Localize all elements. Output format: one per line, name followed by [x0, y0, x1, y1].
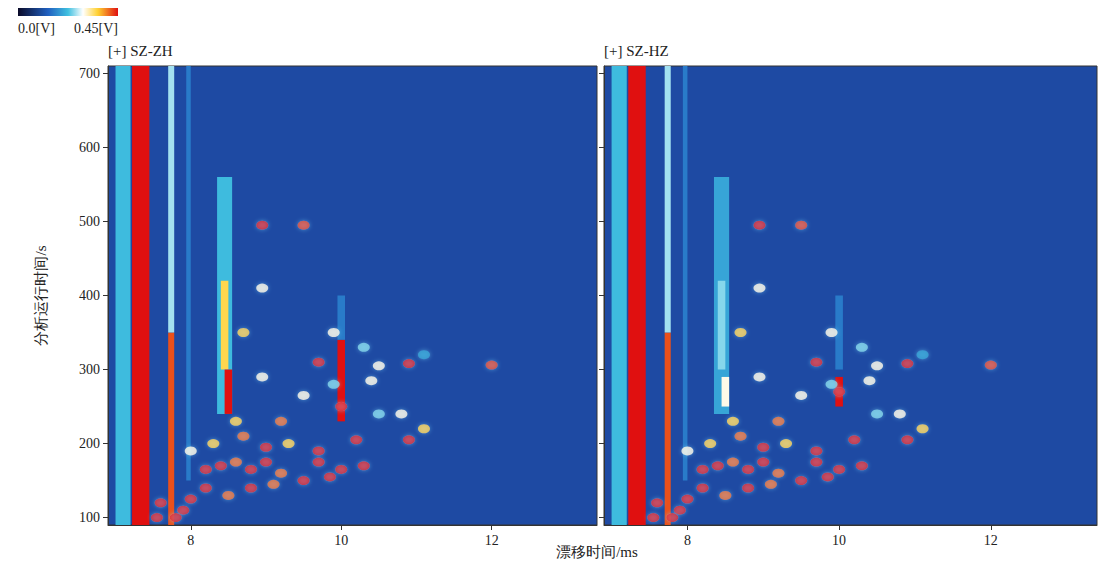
- svg-text:8: 8: [187, 533, 194, 548]
- svg-text:漂移时间/ms: 漂移时间/ms: [556, 544, 638, 560]
- svg-text:200: 200: [79, 436, 100, 451]
- svg-text:500: 500: [79, 214, 100, 229]
- svg-text:12: 12: [485, 533, 499, 548]
- svg-text:分析运行时间/s: 分析运行时间/s: [33, 245, 49, 345]
- svg-text:[+] SZ-HZ: [+] SZ-HZ: [604, 43, 669, 59]
- svg-text:0.45[V]: 0.45[V]: [74, 21, 118, 36]
- svg-text:8: 8: [684, 533, 691, 548]
- svg-text:12: 12: [984, 533, 998, 548]
- svg-text:700: 700: [79, 66, 100, 81]
- svg-text:300: 300: [79, 362, 100, 377]
- svg-text:10: 10: [832, 533, 846, 548]
- svg-text:[+] SZ-ZH: [+] SZ-ZH: [108, 43, 173, 59]
- svg-text:10: 10: [334, 533, 348, 548]
- svg-text:0.0[V]: 0.0[V]: [18, 21, 55, 36]
- svg-text:400: 400: [79, 288, 100, 303]
- svg-text:600: 600: [79, 140, 100, 155]
- svg-text:100: 100: [79, 510, 100, 525]
